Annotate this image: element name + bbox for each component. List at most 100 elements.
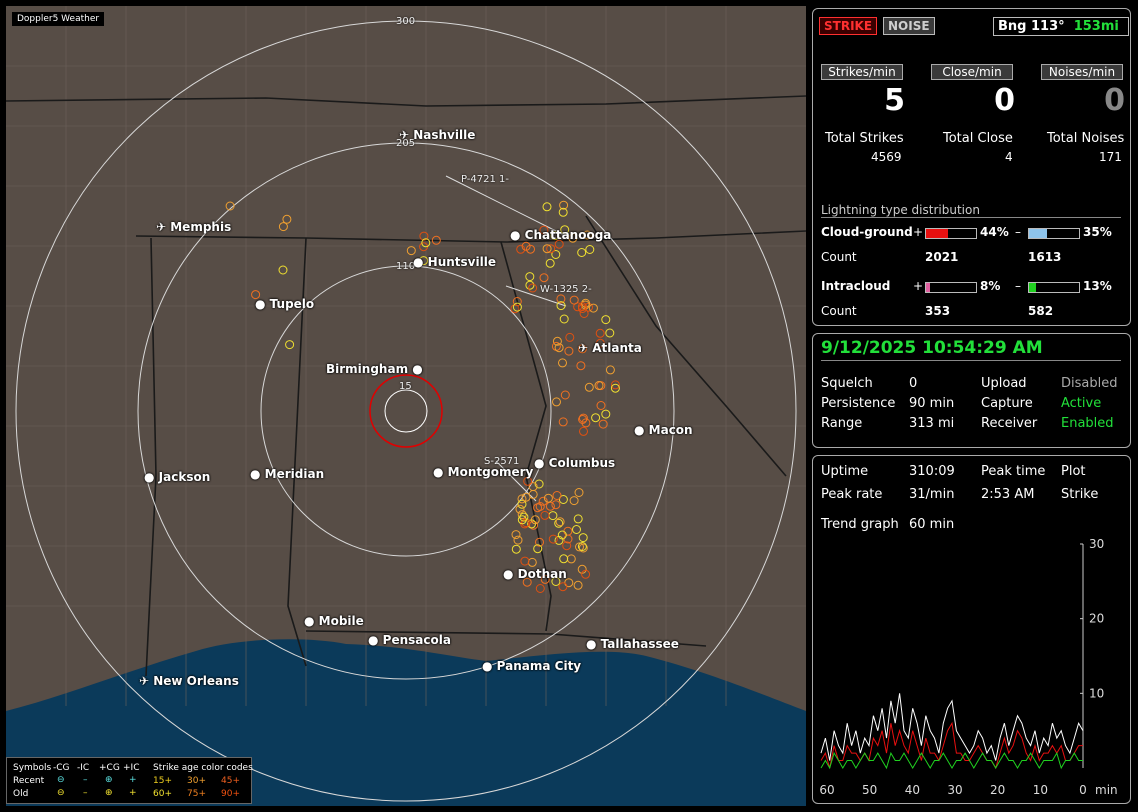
strike-marker	[251, 290, 261, 300]
map-graphics	[6, 6, 806, 806]
total-strikes-label: Total Strikes	[825, 131, 904, 146]
strike-marker	[552, 491, 562, 500]
strike-marker	[521, 241, 531, 251]
strike-marker	[557, 530, 567, 540]
range-value: 313 mi	[909, 416, 955, 431]
strike-marker	[542, 202, 552, 212]
storm-label-p4721[interactable]: P-4721 1-	[461, 174, 510, 185]
strike-marker	[564, 346, 574, 356]
trend-y-tick-label: 10	[1089, 686, 1104, 700]
range-label-205: 205	[396, 138, 416, 149]
strike-marker	[573, 514, 583, 524]
strike-marker	[516, 244, 526, 254]
strike-marker	[513, 535, 523, 545]
range-ring-15	[384, 389, 428, 433]
recent-pos-cg-icon: ⊕	[105, 775, 113, 785]
strike-marker	[582, 230, 592, 240]
city-meridian: ● Meridian	[250, 467, 325, 481]
storm-label-w1325[interactable]: W-1325 2-	[540, 284, 592, 295]
strike-marker	[554, 343, 564, 353]
strike-marker	[545, 258, 555, 268]
strike-marker	[535, 584, 545, 593]
status-panel: 9/12/2025 10:54:29 AM Squelch 0 Upload D…	[812, 333, 1131, 448]
strike-marker	[569, 496, 579, 506]
strike-marker	[578, 543, 588, 553]
strike-marker	[523, 476, 533, 486]
strike-marker	[575, 542, 584, 552]
city-mobile: ● Mobile	[304, 614, 364, 628]
strike-marker	[595, 338, 605, 348]
cg-positive-count: 2021	[925, 250, 959, 264]
range-label-15: 15	[399, 381, 412, 392]
trend-x-tick-label: 30	[947, 783, 962, 797]
brand-label: Doppler5 Weather	[12, 12, 105, 26]
strike-marker	[595, 328, 605, 338]
strike-marker	[596, 381, 606, 391]
strike-marker	[594, 381, 604, 390]
noise-mode-button[interactable]: NOISE	[883, 17, 935, 35]
old-neg-cg-icon: ⊖	[57, 788, 65, 798]
trend-graph: 30 20 10 60 50 40 30 20 10 0 min	[819, 538, 1117, 797]
strike-marker	[552, 336, 562, 346]
strike-marker	[525, 272, 535, 282]
recent-pos-ic-icon: +	[129, 775, 137, 785]
total-strikes-value: 4569	[871, 150, 902, 164]
strike-marker	[540, 574, 550, 584]
persistence-value: 90 min	[909, 396, 955, 411]
uptime-value: 310:09	[909, 464, 955, 479]
total-close-value: 4	[1005, 150, 1013, 164]
strike-marker	[419, 256, 429, 266]
strike-marker	[572, 525, 581, 534]
close-strike-ring	[369, 374, 443, 448]
ic-positive-count: 353	[925, 304, 951, 318]
strike-marker	[577, 302, 587, 312]
strike-marker	[556, 301, 566, 311]
lightning-map[interactable]: Doppler5 Weather 300 205 110 15 ✈ Nashvi…	[6, 6, 806, 806]
strike-marker	[581, 569, 591, 579]
trend-x-tick-label: 20	[990, 783, 1005, 797]
strike-marker	[555, 517, 565, 527]
strike-marker	[558, 417, 568, 427]
strike-marker	[576, 361, 586, 371]
strike-marker	[530, 515, 540, 525]
close-per-min-value: 0	[994, 83, 1015, 118]
total-noises-label: Total Noises	[1047, 131, 1125, 146]
city-nashville: ✈ Nashville	[399, 128, 476, 142]
strike-marker	[577, 564, 587, 574]
strike-marker	[525, 280, 535, 290]
symbol-legend: Symbols -CG -IC +CG +IC Strike age color…	[6, 757, 253, 804]
bearing-readout: Bng 113° 153mi	[993, 17, 1129, 36]
strike-marker	[551, 577, 561, 586]
strike-marker	[585, 245, 595, 254]
city-huntsville: ● Huntsville	[413, 255, 496, 269]
plot-value[interactable]: Strike	[1061, 487, 1099, 502]
strike-marker	[554, 518, 564, 528]
strike-mode-button[interactable]: STRIKE	[819, 17, 878, 35]
recent-neg-ic-icon: –	[83, 775, 88, 785]
strike-marker	[578, 533, 588, 543]
strike-marker	[578, 415, 588, 424]
strike-marker	[610, 383, 620, 393]
strike-marker	[563, 526, 573, 536]
range-ring-300	[15, 20, 797, 802]
city-panama-city: ● Panama City	[482, 659, 582, 673]
strike-marker	[515, 504, 525, 514]
city-tallahassee: ● Tallahassee	[586, 637, 679, 651]
strike-marker	[225, 201, 235, 211]
strike-marker	[554, 239, 564, 249]
ic-negative-bar	[1028, 282, 1080, 293]
city-jackson: ● Jackson	[144, 470, 211, 484]
city-columbus: ● Columbus	[534, 456, 616, 470]
strike-marker	[517, 515, 527, 525]
strike-marker	[419, 231, 429, 241]
strike-marker	[517, 499, 527, 509]
storm-label-s2571[interactable]: S-2571	[484, 456, 520, 467]
strike-marker	[577, 344, 587, 354]
city-memphis: ✈ Memphis	[156, 220, 232, 234]
strike-marker	[573, 580, 583, 590]
strike-marker	[581, 418, 591, 428]
trend-x-tick-label: 40	[905, 783, 920, 797]
old-neg-ic-icon: –	[83, 788, 88, 798]
range-label-300: 300	[396, 16, 416, 27]
strike-marker	[278, 222, 288, 232]
